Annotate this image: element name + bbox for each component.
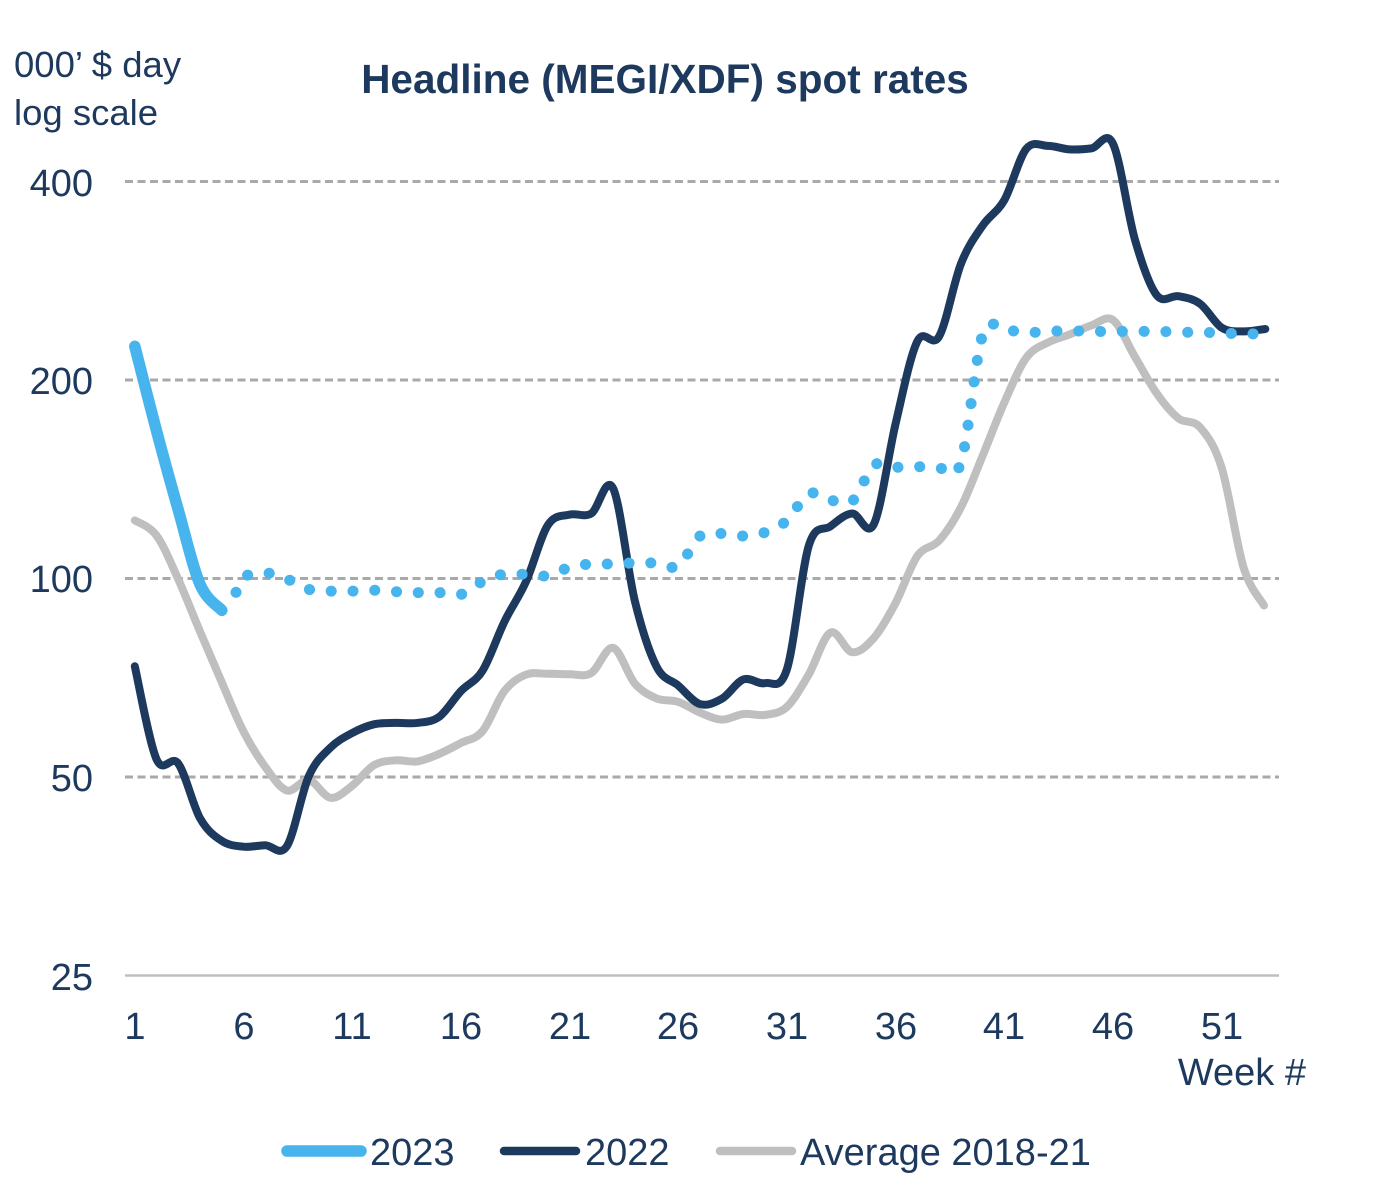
svg-text:100: 100 — [30, 559, 93, 601]
svg-text:400: 400 — [30, 163, 93, 205]
svg-text:26: 26 — [657, 1006, 699, 1048]
svg-text:Headline (MEGI/XDF) spot rates: Headline (MEGI/XDF) spot rates — [361, 56, 969, 102]
svg-text:51: 51 — [1201, 1006, 1243, 1048]
svg-text:46: 46 — [1092, 1006, 1134, 1048]
svg-text:Average 2018-21: Average 2018-21 — [800, 1132, 1091, 1174]
svg-text:11: 11 — [332, 1006, 371, 1048]
svg-text:16: 16 — [440, 1006, 482, 1048]
svg-text:2022: 2022 — [585, 1132, 670, 1174]
svg-text:200: 200 — [30, 361, 93, 403]
svg-text:2023: 2023 — [370, 1132, 455, 1174]
svg-text:1: 1 — [124, 1006, 145, 1048]
svg-text:41: 41 — [983, 1006, 1025, 1048]
svg-text:log scale: log scale — [14, 92, 158, 133]
svg-text:21: 21 — [549, 1006, 591, 1048]
svg-text:36: 36 — [875, 1006, 917, 1048]
svg-text:50: 50 — [51, 758, 93, 800]
svg-text:000’ $ day: 000’ $ day — [14, 44, 182, 85]
svg-text:Week #: Week # — [1178, 1052, 1306, 1094]
svg-text:31: 31 — [766, 1006, 808, 1048]
svg-text:25: 25 — [51, 957, 93, 999]
svg-text:6: 6 — [233, 1006, 254, 1048]
